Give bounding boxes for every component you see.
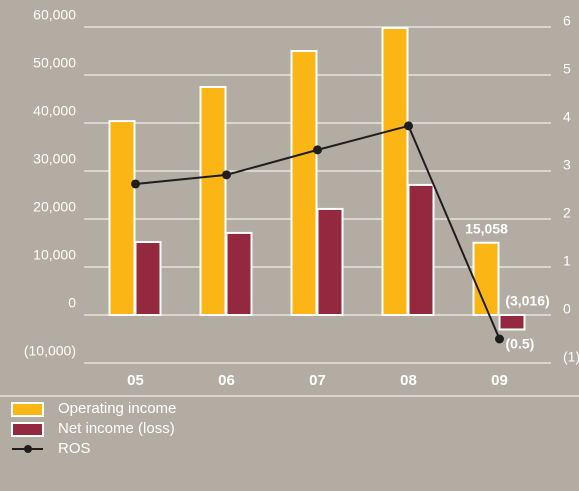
line-marker bbox=[313, 145, 322, 155]
x-tick-label: 09 bbox=[491, 372, 508, 389]
legend-label: ROS bbox=[58, 440, 91, 457]
bar bbox=[407, 183, 435, 316]
y-tick-label: 40,000 bbox=[33, 103, 76, 119]
y2-tick-label: 4 bbox=[563, 109, 571, 125]
bar bbox=[225, 231, 253, 316]
line-marker bbox=[222, 170, 231, 180]
x-tick-label: 05 bbox=[127, 372, 144, 389]
value-label: 15,058 bbox=[465, 220, 508, 236]
legend-swatch bbox=[11, 402, 44, 417]
y-tick-label: 50,000 bbox=[33, 55, 76, 71]
bar bbox=[108, 120, 136, 316]
bar bbox=[316, 207, 344, 316]
legend-label: Net income (loss) bbox=[58, 420, 175, 437]
x-tick-label: 06 bbox=[218, 372, 235, 389]
y2-tick-label: 5 bbox=[563, 61, 571, 77]
y2-tick-label: 2 bbox=[563, 205, 571, 221]
line-marker bbox=[495, 334, 504, 344]
y-tick-label: 20,000 bbox=[33, 199, 76, 215]
y-tick-label: 30,000 bbox=[33, 151, 76, 167]
y2-tick-label: 0 bbox=[563, 301, 571, 317]
value-label: (3,016) bbox=[505, 293, 549, 309]
legend-swatch bbox=[24, 445, 32, 453]
y2-tick-label: 3 bbox=[563, 157, 571, 173]
bar bbox=[381, 26, 409, 317]
value-label: (0.5) bbox=[506, 336, 535, 352]
y2-tick-label: 6 bbox=[563, 13, 571, 29]
bar bbox=[498, 314, 526, 331]
bar bbox=[134, 241, 162, 316]
y-tick-label: 0 bbox=[68, 295, 76, 311]
x-tick-label: 08 bbox=[400, 372, 417, 389]
line-marker bbox=[131, 179, 140, 189]
y-tick-label: 60,000 bbox=[33, 7, 76, 23]
y-tick-label: (10,000) bbox=[24, 343, 76, 359]
y2-tick-label: 1 bbox=[563, 253, 571, 269]
bar bbox=[199, 86, 227, 316]
y2-tick-label: (1) bbox=[563, 349, 579, 365]
legend-swatch bbox=[11, 422, 44, 437]
x-tick-label: 07 bbox=[309, 372, 326, 389]
y-tick-label: 10,000 bbox=[33, 247, 76, 263]
line-marker bbox=[404, 121, 413, 131]
legend-label: Operating income bbox=[58, 400, 176, 417]
bar bbox=[472, 241, 500, 316]
bar bbox=[290, 50, 318, 316]
